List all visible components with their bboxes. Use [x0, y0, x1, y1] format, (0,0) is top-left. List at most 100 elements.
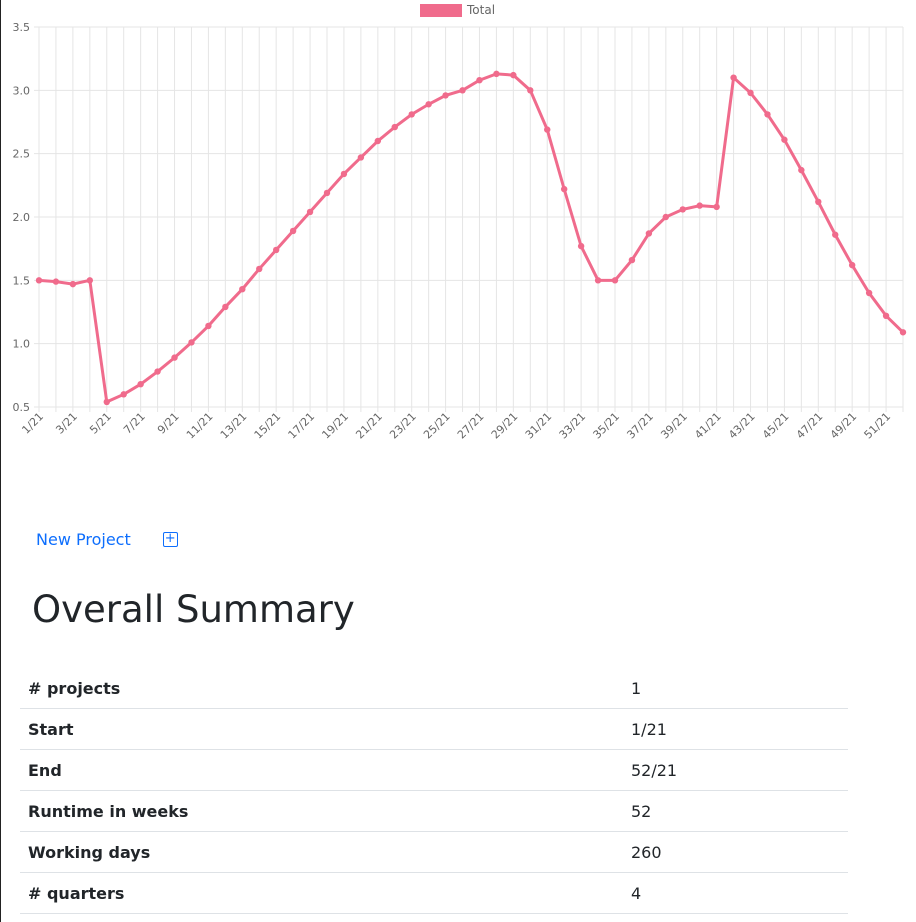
data-point[interactable] — [425, 101, 432, 108]
data-point[interactable] — [865, 289, 873, 297]
table-row: Runtime in weeks 52 — [20, 790, 848, 832]
y-tick-label: 1.0 — [13, 338, 31, 351]
y-tick-label: 1.5 — [13, 274, 31, 287]
data-point[interactable] — [357, 154, 365, 161]
x-tick-label: 37/21 — [624, 410, 656, 442]
data-point[interactable] — [256, 265, 263, 273]
data-point[interactable] — [188, 339, 195, 346]
summary-row-label: # projects — [20, 668, 623, 709]
data-point[interactable] — [391, 123, 398, 131]
summary-row-label: End — [20, 749, 623, 791]
data-point[interactable] — [798, 166, 805, 174]
data-point[interactable] — [86, 277, 94, 284]
data-point[interactable] — [35, 277, 43, 284]
data-point[interactable] — [611, 277, 619, 284]
summary-row-label: Runtime in weeks — [20, 790, 623, 832]
new-project-link[interactable]: New Project — [36, 530, 131, 549]
x-tick-label: 5/21 — [87, 410, 114, 437]
data-point[interactable] — [832, 231, 839, 238]
data-point[interactable] — [222, 303, 229, 311]
data-point[interactable] — [815, 198, 822, 205]
y-tick-label: 2.0 — [13, 211, 31, 224]
chart-grid — [34, 26, 904, 412]
y-tick-label: 3.0 — [13, 84, 31, 97]
data-point[interactable] — [645, 230, 653, 237]
summary-row-value: 52 — [623, 790, 848, 832]
data-point[interactable] — [476, 77, 483, 84]
table-row: Start 1/21 — [20, 708, 848, 750]
x-tick-label: 13/21 — [218, 410, 250, 442]
chart-legend[interactable]: Total — [420, 3, 495, 17]
x-tick-label: 15/21 — [252, 410, 284, 442]
summary-row-value: 52/21 — [623, 749, 848, 791]
series-points-total — [35, 70, 907, 406]
data-point[interactable] — [493, 70, 500, 78]
data-point[interactable] — [899, 329, 907, 336]
x-tick-label: 29/21 — [489, 410, 521, 442]
x-tick-label: 23/21 — [387, 410, 419, 442]
summary-row-label: Start — [20, 708, 623, 750]
data-point[interactable] — [52, 278, 60, 285]
data-point[interactable] — [239, 286, 246, 293]
data-point[interactable] — [713, 203, 720, 211]
x-tick-label: 45/21 — [760, 410, 792, 442]
summary-row-value: 1/21 — [623, 708, 848, 750]
x-tick-label: 7/21 — [121, 410, 148, 437]
summary-row-value: 1 — [623, 668, 848, 709]
data-point[interactable] — [594, 277, 602, 284]
data-point[interactable] — [544, 126, 551, 133]
x-tick-label: 51/21 — [862, 410, 894, 442]
data-point[interactable] — [154, 368, 161, 375]
summary-row-label: Working days — [20, 831, 623, 873]
legend-swatch-total[interactable] — [420, 4, 462, 17]
data-point[interactable] — [527, 87, 534, 94]
y-tick-label: 2.5 — [13, 148, 31, 161]
data-point[interactable] — [628, 256, 636, 264]
data-point[interactable] — [340, 170, 348, 178]
y-tick-label: 3.5 — [13, 21, 31, 34]
x-tick-label: 41/21 — [692, 410, 724, 442]
data-point[interactable] — [103, 398, 110, 406]
data-point[interactable] — [205, 322, 212, 330]
data-point[interactable] — [442, 92, 449, 99]
data-point[interactable] — [289, 227, 297, 235]
data-point[interactable] — [69, 280, 77, 288]
data-point[interactable] — [696, 202, 703, 209]
data-point[interactable] — [171, 354, 178, 361]
data-point[interactable] — [459, 87, 466, 94]
data-point[interactable] — [323, 189, 331, 197]
series-line-total — [38, 72, 905, 405]
x-tick-label: 11/21 — [184, 410, 216, 442]
data-point[interactable] — [374, 137, 382, 145]
data-point[interactable] — [510, 71, 517, 79]
data-point[interactable] — [577, 242, 585, 250]
data-point[interactable] — [730, 74, 737, 81]
summary-row-label: # quarters — [20, 872, 623, 914]
x-tick-label: 3/21 — [53, 410, 80, 437]
data-point[interactable] — [120, 391, 127, 398]
data-point[interactable] — [662, 213, 670, 221]
data-point[interactable] — [272, 246, 280, 254]
x-tick-label: 25/21 — [421, 410, 453, 442]
summary-row-value: 4 — [623, 872, 848, 914]
data-point[interactable] — [882, 312, 890, 319]
data-point[interactable] — [747, 89, 754, 97]
data-point[interactable] — [560, 185, 568, 193]
data-point[interactable] — [781, 136, 788, 143]
x-tick-label: 31/21 — [523, 410, 555, 442]
x-tick-label: 27/21 — [455, 410, 487, 442]
data-point[interactable] — [408, 111, 415, 118]
plus-square-icon[interactable]: + — [162, 532, 178, 547]
data-point[interactable] — [679, 206, 686, 213]
legend-label-total[interactable]: Total — [466, 3, 495, 17]
data-point[interactable] — [848, 261, 856, 269]
data-point[interactable] — [306, 208, 314, 216]
table-row: End 52/21 — [20, 749, 848, 791]
data-point[interactable] — [137, 381, 144, 388]
x-tick-label: 9/21 — [155, 410, 182, 437]
x-tick-label: 39/21 — [658, 410, 690, 442]
page-title: Overall Summary — [32, 588, 355, 631]
data-point[interactable] — [764, 111, 771, 118]
y-tick-label: 0.5 — [13, 401, 31, 414]
summary-row-value: 260 — [623, 831, 848, 873]
